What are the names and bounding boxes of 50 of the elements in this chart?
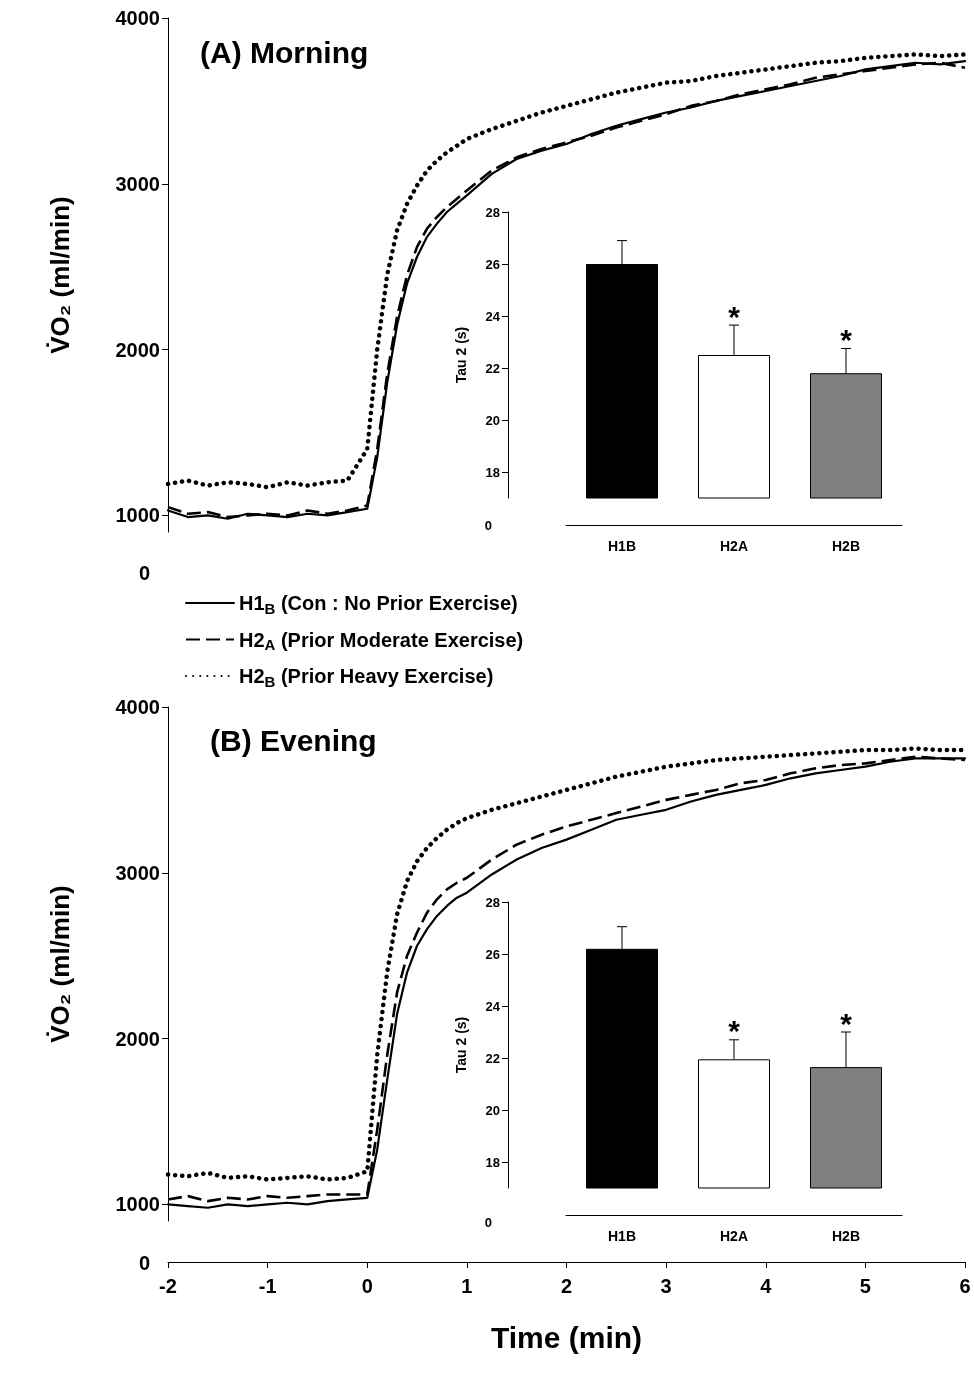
y-axis-title: V̇O₂ (ml/min) — [45, 196, 75, 354]
y-tick-label: 2000 — [115, 338, 160, 361]
x-tick-label: H1B — [607, 538, 637, 554]
y-tick-label: 2000 — [115, 1027, 160, 1050]
x-tick-label: 6 — [959, 1275, 971, 1297]
x-tick-label: H2A — [719, 538, 749, 554]
y-tick-label: 1000 — [115, 1193, 160, 1216]
annotation: * — [728, 299, 741, 333]
y-axis-title: V̇O₂ (ml/min) — [45, 885, 75, 1043]
y-tick-label: 18 — [485, 464, 500, 480]
y-tick-label: 28 — [485, 204, 500, 220]
y-tick-label: 1000 — [115, 504, 160, 527]
y-tick-label: 22 — [485, 1050, 500, 1066]
y-tick-label: 24 — [485, 308, 501, 324]
annotation: * — [728, 1014, 741, 1048]
annotation: 0 — [484, 1214, 492, 1230]
x-tick-label: 3 — [660, 1275, 672, 1297]
x-tick-label: 1 — [461, 1275, 473, 1297]
y-tick-label: 3000 — [115, 861, 160, 884]
y-axis-title: Tau 2 (s) — [453, 326, 469, 384]
y-tick-label: 20 — [485, 1102, 500, 1118]
x-tick-label: 5 — [859, 1275, 871, 1297]
annotation: * — [840, 323, 853, 356]
y-tick-label: 26 — [485, 256, 500, 272]
y-tick-label: 20 — [485, 412, 500, 428]
text: 0 — [138, 1252, 150, 1274]
y-tick-label: 26 — [485, 946, 500, 962]
text: (A) Morning — [200, 35, 369, 69]
text: (B) Evening — [210, 723, 377, 757]
annotation: 0 — [484, 517, 492, 533]
text: 0 — [138, 562, 150, 584]
y-tick-label: 4000 — [115, 696, 160, 718]
x-tick-label: 4 — [760, 1275, 773, 1297]
x-tick-label: -2 — [159, 1275, 177, 1297]
y-tick-label: 22 — [485, 360, 500, 376]
annotation: * — [840, 1006, 853, 1040]
x-tick-label: H2A — [719, 1228, 749, 1244]
y-tick-label: 18 — [485, 1154, 500, 1170]
y-tick-label: 4000 — [115, 7, 160, 29]
x-tick-label: H2B — [831, 538, 861, 554]
y-tick-label: 24 — [485, 998, 501, 1014]
x-tick-label: H1B — [607, 1228, 637, 1244]
x-axis-title: Time (min) — [490, 1320, 643, 1354]
y-tick-label: 28 — [485, 894, 500, 910]
x-tick-label: 2 — [560, 1275, 573, 1297]
x-tick-label: 0 — [361, 1275, 373, 1297]
x-tick-label: -1 — [258, 1275, 277, 1297]
y-axis-title: Tau 2 (s) — [453, 1016, 469, 1074]
y-tick-label: 3000 — [115, 172, 160, 195]
x-tick-label: H2B — [831, 1228, 861, 1244]
